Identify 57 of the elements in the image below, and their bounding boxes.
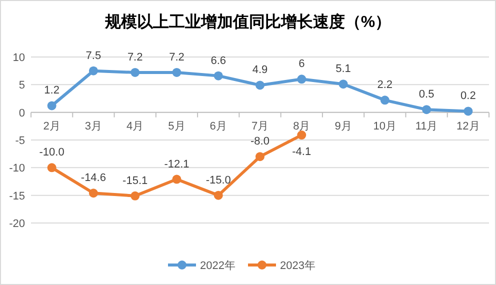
x-tick-label: 9月	[334, 120, 352, 132]
y-tick-label: -15	[9, 190, 25, 202]
chart-title: 规模以上工业增加值同比增长速度（%）	[104, 12, 392, 31]
point	[88, 66, 98, 76]
data-label: 7.5	[86, 50, 102, 62]
data-label: -14.6	[80, 172, 106, 184]
x-tick-label: 4月	[126, 120, 144, 132]
data-label: 0.2	[460, 90, 476, 102]
y-tick-label: -20	[9, 218, 25, 230]
point	[172, 174, 182, 184]
y-tick-label: 0	[18, 107, 25, 120]
point	[130, 68, 140, 77]
point	[214, 190, 223, 200]
point	[422, 105, 432, 114]
x-tick-label: 12月	[456, 120, 480, 132]
point	[297, 130, 306, 140]
point	[172, 68, 182, 77]
x-tick-label: 11月	[415, 120, 438, 132]
x-tick-label: 5月	[168, 120, 186, 132]
point	[464, 106, 473, 116]
x-tick-label: 3月	[84, 120, 102, 132]
y-tick-label: 10	[12, 52, 25, 64]
data-label: -12.1	[164, 158, 190, 170]
data-label: -10.0	[39, 146, 64, 159]
point	[297, 74, 306, 84]
data-label: 4.9	[252, 64, 268, 76]
data-label: 6.6	[210, 54, 226, 67]
point	[256, 152, 264, 162]
point	[130, 191, 140, 200]
point	[88, 188, 98, 198]
data-label: -15.1	[122, 174, 148, 187]
point	[380, 96, 390, 105]
y-tick-label: -5	[15, 135, 25, 147]
legend-label: 2023年	[280, 260, 316, 272]
data-label: -15.0	[206, 174, 231, 186]
data-label: 5.1	[336, 63, 351, 76]
data-label: -8.0	[250, 136, 270, 148]
y-tick-label: 5	[18, 80, 25, 92]
x-tick-label: 8月	[293, 120, 310, 132]
data-label: 0.5	[418, 88, 434, 101]
point	[214, 71, 223, 80]
x-tick-label: 10月	[373, 120, 397, 132]
data-label: 1.2	[44, 84, 60, 97]
x-tick-label: 7月	[251, 120, 269, 132]
data-label: -4.1	[292, 146, 312, 158]
legend-label: 2022年	[200, 260, 236, 272]
data-label: 7.2	[127, 51, 143, 64]
point	[256, 80, 264, 90]
point	[47, 101, 56, 110]
x-tick-label: 2月	[43, 120, 60, 132]
x-tick-label: 6月	[210, 120, 227, 132]
point	[47, 163, 56, 172]
data-label: 7.2	[169, 51, 184, 64]
point	[338, 80, 348, 89]
data-label: 2.2	[377, 79, 393, 92]
data-label: 6	[298, 58, 305, 70]
y-tick-label: -10	[9, 162, 25, 175]
